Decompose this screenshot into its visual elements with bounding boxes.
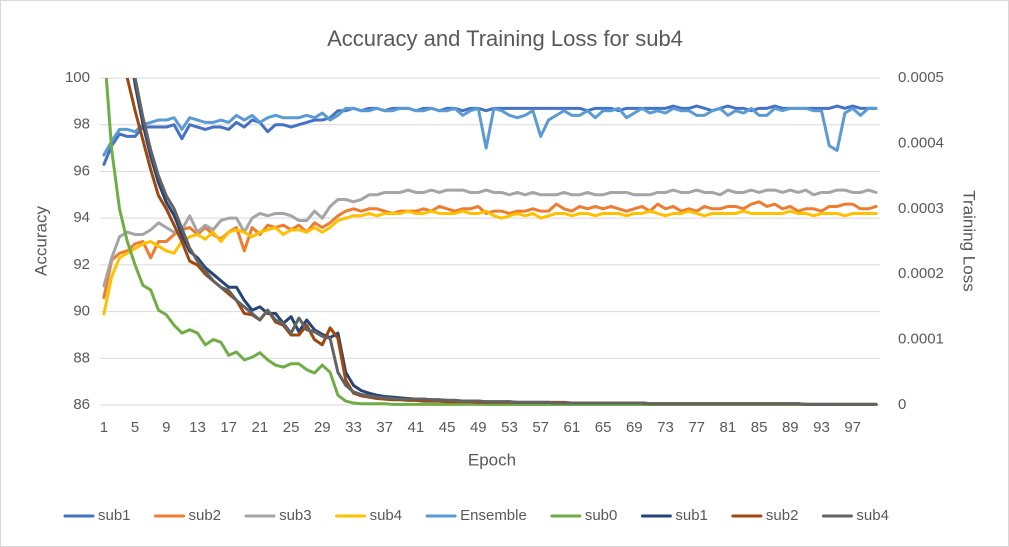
plot-area bbox=[102, 78, 878, 406]
x-tick-label: 45 bbox=[439, 419, 456, 436]
x-tick-label: 41 bbox=[408, 419, 425, 436]
y-tick-label: 88 bbox=[73, 349, 90, 366]
x-tick-label: 49 bbox=[470, 419, 487, 436]
x-tick-label: 33 bbox=[345, 419, 362, 436]
x-axis-title: Epoch bbox=[468, 450, 516, 469]
y-tick-label: 100 bbox=[65, 69, 90, 86]
legend-label: sub1 bbox=[675, 507, 708, 524]
legend-label: sub1 bbox=[98, 507, 131, 524]
x-tick-label: 81 bbox=[720, 419, 737, 436]
y-tick-label: 98 bbox=[73, 116, 90, 133]
x-tick-label: 17 bbox=[220, 419, 237, 436]
y2-tick-label: 0.0005 bbox=[898, 69, 944, 86]
y-tick-label: 90 bbox=[73, 303, 90, 320]
x-tick-label: 53 bbox=[501, 419, 518, 436]
y-tick-label: 92 bbox=[73, 256, 90, 273]
legend-label: sub3 bbox=[279, 507, 312, 524]
x-tick-label: 65 bbox=[595, 419, 612, 436]
legend-label: sub4 bbox=[856, 507, 889, 524]
legend-label: sub2 bbox=[189, 507, 222, 524]
y-tick-label: 96 bbox=[73, 162, 90, 179]
x-tick-label: 1 bbox=[100, 419, 108, 436]
x-tick-label: 73 bbox=[657, 419, 674, 436]
x-tick-label: 29 bbox=[314, 419, 331, 436]
x-tick-label: 57 bbox=[532, 419, 549, 436]
legend: sub1 sub2 sub3 sub4 Ensemble sub0 sub1 sub2 sub4 bbox=[63, 507, 889, 524]
series-line bbox=[102, 209, 878, 316]
x-tick-label: 77 bbox=[688, 419, 705, 436]
y-tick-label: 86 bbox=[73, 396, 90, 413]
y2-tick-label: 0.0002 bbox=[898, 265, 944, 282]
y2-axis-title: Training Loss bbox=[960, 190, 979, 291]
chart-title: Accuracy and Training Loss for sub4 bbox=[327, 26, 683, 51]
y-axis-title: Accuracy bbox=[31, 206, 50, 276]
legend-label: sub4 bbox=[370, 507, 403, 524]
x-tick-label: 5 bbox=[131, 419, 139, 436]
x-tick-label: 9 bbox=[162, 419, 170, 436]
y-tick-label: 94 bbox=[73, 209, 90, 226]
series-line bbox=[133, 78, 878, 406]
y2-tick-label: 0.0003 bbox=[898, 200, 944, 217]
x-tick-label: 25 bbox=[283, 419, 300, 436]
y2-tick-label: 0.0001 bbox=[898, 331, 944, 348]
legend-label: Ensemble bbox=[460, 507, 527, 524]
y2-tick-label: 0 bbox=[898, 396, 906, 413]
x-tick-label: 69 bbox=[626, 419, 643, 436]
x-tick-label: 21 bbox=[252, 419, 269, 436]
x-tick-label: 97 bbox=[844, 419, 861, 436]
x-tick-label: 13 bbox=[189, 419, 206, 436]
x-tick-label: 89 bbox=[782, 419, 799, 436]
x-tick-label: 61 bbox=[564, 419, 581, 436]
y2-tick-label: 0.0004 bbox=[898, 134, 944, 151]
series-line bbox=[102, 106, 878, 157]
x-tick-label: 93 bbox=[813, 419, 830, 436]
x-tick-label: 37 bbox=[376, 419, 393, 436]
legend-label: sub2 bbox=[766, 507, 799, 524]
legend-label: sub0 bbox=[585, 507, 618, 524]
series-line bbox=[102, 188, 878, 288]
x-tick-label: 85 bbox=[751, 419, 768, 436]
